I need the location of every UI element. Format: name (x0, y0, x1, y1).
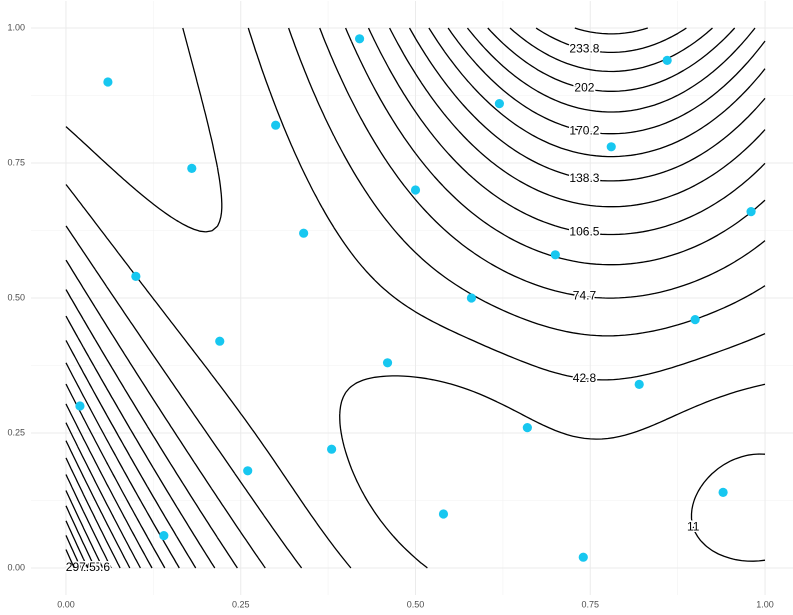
point (634, 379, 644, 389)
contour-line (65, 27, 756, 569)
point (466, 293, 477, 303)
contour-line (65, 27, 713, 569)
point (522, 423, 532, 433)
y-tick-label: 0.75 (7, 157, 25, 167)
contour-label: 42.8 (573, 371, 597, 385)
point (215, 336, 225, 346)
contour-line (65, 27, 648, 569)
point (494, 99, 504, 109)
contour-line (65, 27, 766, 569)
point (271, 120, 281, 130)
point (662, 55, 672, 65)
x-tick-label: 0.25 (232, 599, 250, 609)
x-tick-label: 0.00 (57, 599, 75, 609)
point (131, 271, 141, 281)
contour-line (65, 535, 82, 569)
point (243, 466, 253, 476)
x-tick-label: 0.75 (582, 599, 600, 609)
contour-label: 265.6 (80, 560, 110, 574)
contour-line (65, 27, 766, 569)
point (606, 142, 616, 152)
contour-label: 170.2 (569, 123, 599, 137)
point (550, 250, 560, 260)
point (159, 531, 169, 541)
contour-line (65, 27, 687, 569)
point (578, 552, 588, 562)
contour-label: 106.5 (569, 225, 599, 239)
point (718, 487, 728, 497)
point (327, 444, 337, 454)
x-tick-label: 0.50 (407, 599, 425, 609)
point (410, 185, 421, 195)
y-tick-label: 0.00 (7, 562, 25, 572)
contour-label: 138.3 (569, 171, 599, 185)
y-tick-label: 0.25 (7, 427, 25, 437)
contour-line (65, 505, 96, 569)
point (438, 509, 449, 519)
contour-line (65, 27, 766, 569)
y-tick-label: 1.00 (7, 22, 25, 32)
contour-line (65, 549, 75, 569)
y-tick-label: 0.50 (7, 292, 25, 302)
contour-line (65, 520, 89, 569)
point (75, 401, 85, 411)
point (187, 163, 197, 173)
contour-line (690, 453, 766, 562)
contour-line (65, 27, 766, 569)
contour-label: 233.8 (569, 42, 599, 56)
point (103, 77, 113, 87)
point (299, 228, 309, 238)
x-tick-label: 1.00 (756, 599, 774, 609)
contour-line (65, 27, 766, 569)
point (354, 34, 365, 44)
contour-label: 297.5 (66, 560, 96, 574)
contour-line (65, 27, 766, 569)
contour-label: 74.7 (573, 289, 597, 303)
point (382, 358, 393, 368)
contour-label: 202 (574, 81, 594, 95)
contour-line (65, 27, 766, 569)
contour-line (65, 27, 766, 569)
contour-label: 11 (687, 520, 700, 534)
point (746, 207, 756, 217)
point (690, 315, 700, 325)
contour-line (65, 27, 736, 569)
